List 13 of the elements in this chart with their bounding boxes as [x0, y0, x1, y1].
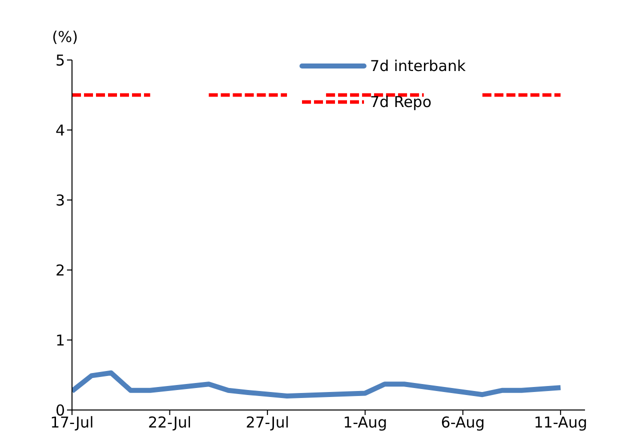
y-tick-label: 1: [55, 331, 65, 350]
x-tick-label: 22-Jul: [148, 414, 192, 432]
x-tick-label: 11-Aug: [534, 414, 588, 432]
legend-label: 7d interbank: [370, 57, 466, 75]
x-tick-label: 27-Jul: [246, 414, 290, 432]
y-tick-label: 5: [55, 51, 65, 70]
y-axis-title: (%): [52, 28, 78, 46]
y-tick-label: 3: [55, 191, 65, 210]
y-tick-label: 2: [55, 261, 65, 280]
x-tick-label: 1-Aug: [343, 414, 388, 432]
legend-label: 7d Repo: [370, 93, 432, 111]
y-tick-label: 4: [55, 121, 65, 140]
x-tick-label: 6-Aug: [440, 414, 485, 432]
